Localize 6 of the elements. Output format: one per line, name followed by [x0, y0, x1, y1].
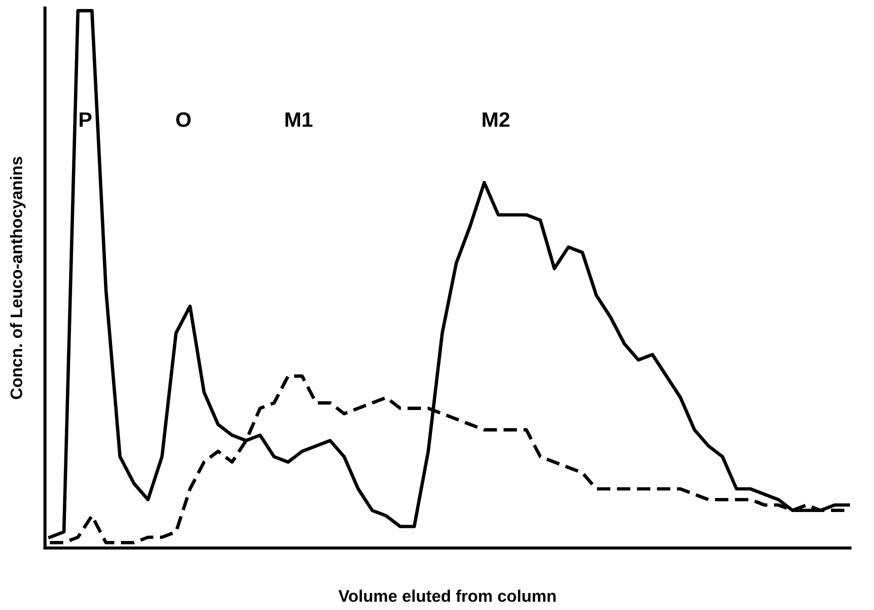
- y-axis-title: Concn. of Leuco-anthocyanins: [10, 156, 26, 400]
- annotation: M2: [482, 112, 510, 127]
- annotation: P: [80, 112, 92, 127]
- x-axis-title: Volume eluted from column: [338, 590, 556, 602]
- annotation: O: [176, 112, 191, 128]
- annotation: M1: [286, 112, 312, 127]
